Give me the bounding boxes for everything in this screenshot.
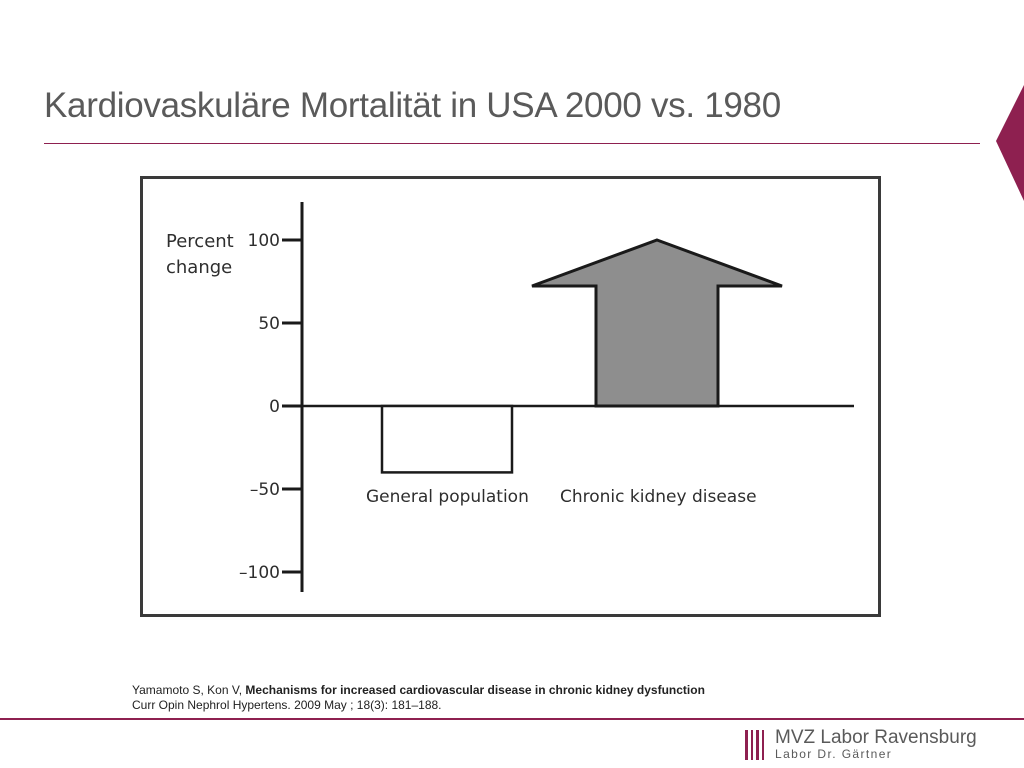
- citation-title: Mechanisms for increased cardiovascular …: [245, 683, 705, 697]
- side-tab-decoration: [996, 85, 1024, 201]
- y-tick-label: –50: [250, 480, 280, 500]
- logo-name: MVZ Labor Ravensburg: [775, 727, 977, 748]
- company-logo: MVZ Labor Ravensburg Labor Dr. Gärtner: [745, 728, 977, 761]
- chart-border: [140, 176, 881, 617]
- bars: [380, 238, 783, 474]
- category-label: General population: [366, 487, 529, 507]
- footer-divider: [0, 718, 1024, 720]
- citation-authors: Yamamoto S, Kon V,: [132, 683, 246, 697]
- y-tick-label: 50: [258, 314, 280, 334]
- arrow-chronic-kidney-disease: [531, 238, 783, 408]
- title-divider: [44, 143, 980, 144]
- chart: Percent change 100 50 0 –50 –100 General pop…: [140, 176, 881, 617]
- citation-source: Curr Opin Nephrol Hypertens. 2009 May ; …: [132, 698, 442, 712]
- y-tick-label: 0: [269, 397, 280, 417]
- slide-title: Kardiovaskuläre Mortalität in USA 2000 v…: [44, 86, 781, 125]
- category-labels: General population Chronic kidney disease: [366, 487, 757, 507]
- y-tick-label: –100: [239, 563, 280, 583]
- logo-subtitle: Labor Dr. Gärtner: [775, 747, 893, 761]
- logo-bars-icon: [745, 729, 764, 760]
- y-axis-label-line2: change: [166, 257, 232, 278]
- y-axis-label-line1: Percent: [166, 231, 234, 252]
- category-label: Chronic kidney disease: [560, 487, 757, 507]
- y-tick-label: 100: [248, 231, 280, 251]
- citation: Yamamoto S, Kon V, Mechanisms for increa…: [132, 683, 705, 713]
- bar-general-population: [380, 404, 514, 474]
